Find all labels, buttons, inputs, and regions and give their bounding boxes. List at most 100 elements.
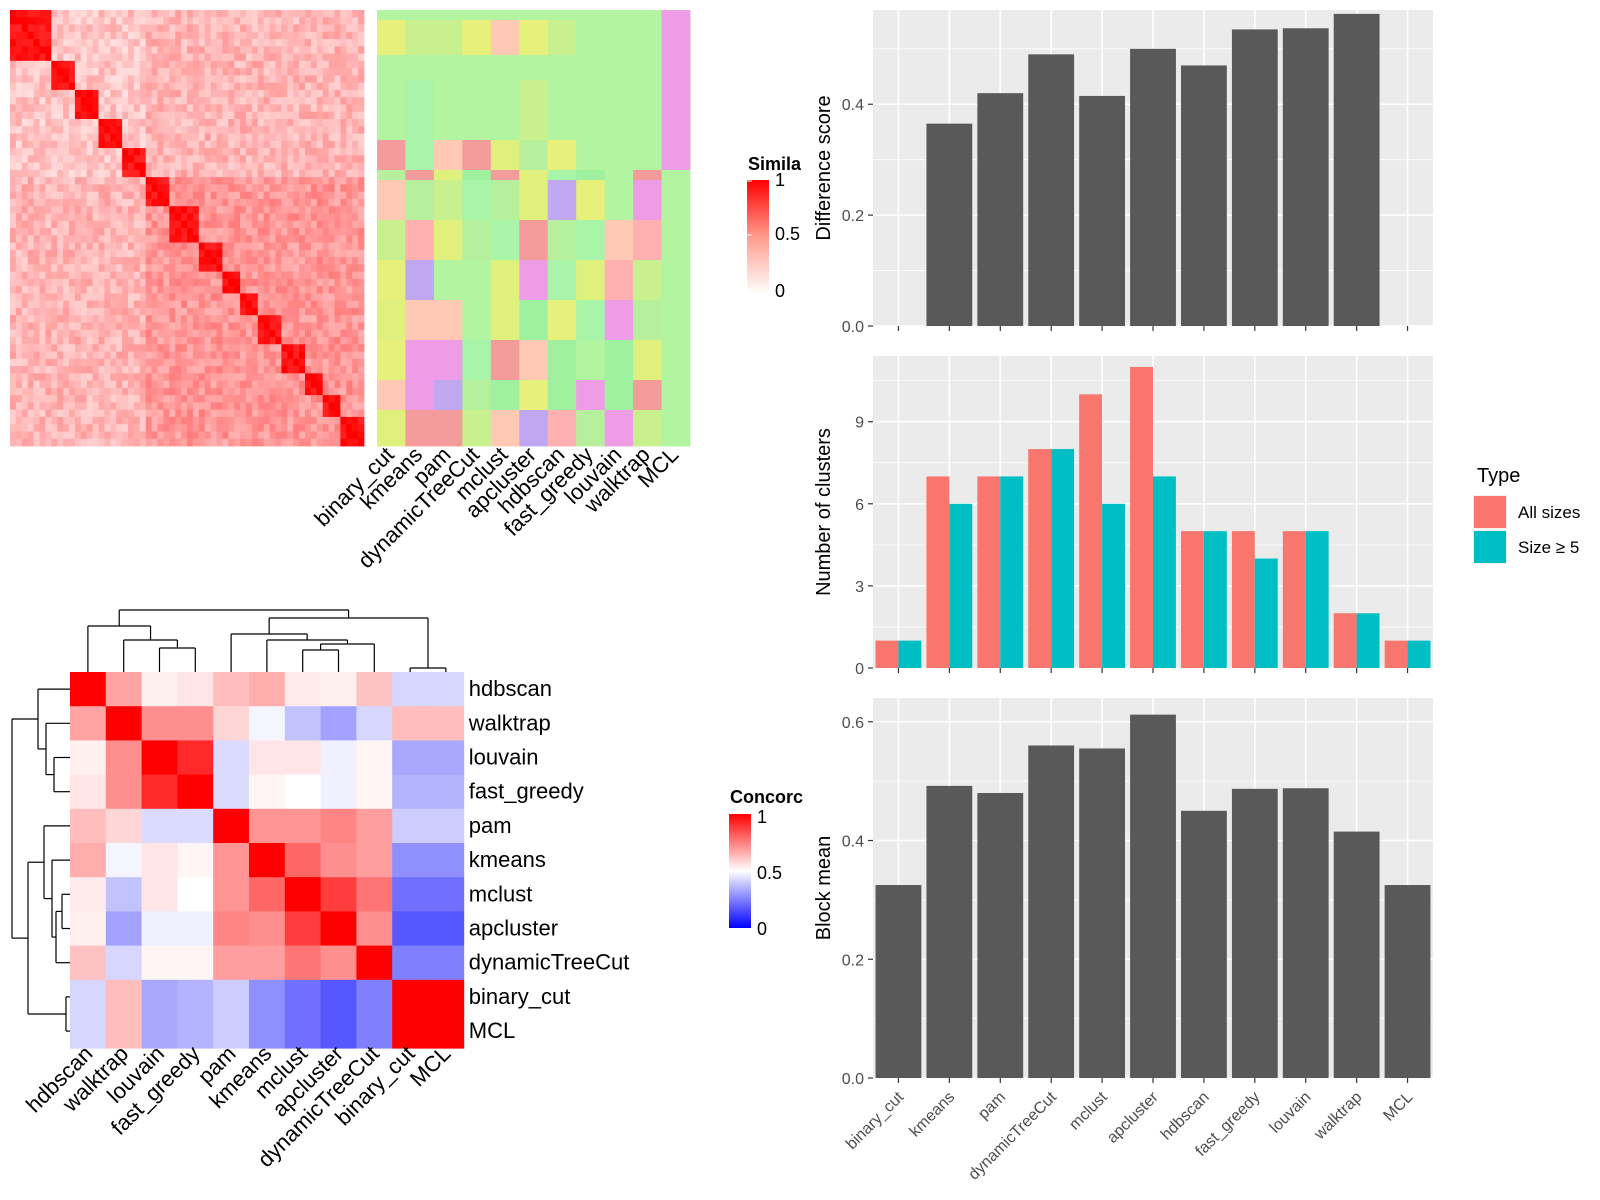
similarity-cell bbox=[39, 366, 46, 374]
similarity-cell bbox=[246, 271, 253, 280]
similarity-cell bbox=[322, 366, 329, 374]
similarity-cell bbox=[299, 126, 306, 134]
similarity-cell bbox=[334, 97, 341, 105]
annotation-cell bbox=[462, 380, 492, 411]
similarity-cell bbox=[15, 213, 23, 222]
similarity-cell bbox=[128, 402, 135, 411]
similarity-cell bbox=[133, 235, 141, 243]
similarity-cell bbox=[169, 53, 176, 62]
similarity-cell bbox=[98, 307, 105, 316]
similarity-cell bbox=[110, 337, 117, 345]
similarity-cell bbox=[251, 257, 259, 265]
similarity-cell bbox=[122, 53, 129, 62]
similarity-cell bbox=[216, 162, 223, 171]
similarity-cell bbox=[246, 53, 253, 62]
similarity-cell bbox=[293, 177, 300, 185]
similarity-cell bbox=[257, 68, 265, 76]
similarity-cell bbox=[128, 10, 135, 18]
similarity-cell bbox=[299, 184, 306, 193]
similarity-cell bbox=[234, 373, 241, 381]
similarity-cell bbox=[181, 220, 188, 229]
annotation-cell bbox=[576, 170, 606, 181]
similarity-cell bbox=[45, 10, 52, 18]
similarity-cell bbox=[92, 315, 99, 323]
similarity-cell bbox=[33, 235, 40, 243]
bar bbox=[1356, 613, 1380, 668]
similarity-cell bbox=[210, 329, 217, 338]
similarity-cell bbox=[340, 140, 347, 149]
similarity-cell bbox=[352, 162, 359, 171]
similarity-cell bbox=[222, 329, 229, 338]
concordance-cell bbox=[105, 877, 142, 912]
similarity-cell bbox=[133, 409, 141, 418]
similarity-cell bbox=[358, 235, 365, 243]
similarity-cell bbox=[133, 278, 141, 287]
similarity-cell bbox=[181, 242, 188, 251]
similarity-cell bbox=[92, 68, 99, 76]
similarity-cell bbox=[299, 322, 306, 331]
bar bbox=[1305, 531, 1329, 668]
similarity-cell bbox=[157, 82, 164, 91]
similarity-cell bbox=[222, 46, 229, 54]
similarity-cell bbox=[328, 409, 335, 418]
similarity-cell bbox=[151, 97, 158, 105]
similarity-cell bbox=[328, 60, 335, 69]
similarity-cell bbox=[74, 39, 82, 47]
similarity-cell bbox=[287, 228, 294, 236]
similarity-cell bbox=[86, 438, 93, 447]
similarity-cell bbox=[216, 31, 223, 40]
similarity-cell bbox=[110, 60, 117, 69]
similarity-cell bbox=[275, 177, 282, 185]
similarity-cell bbox=[63, 213, 70, 222]
similarity-cell bbox=[80, 155, 88, 163]
similarity-cell bbox=[122, 213, 129, 222]
similarity-cell bbox=[110, 329, 117, 338]
similarity-cell bbox=[334, 162, 341, 171]
similarity-cell bbox=[133, 126, 141, 134]
similarity-cell bbox=[69, 184, 76, 193]
similarity-cell bbox=[80, 315, 88, 323]
similarity-cell bbox=[240, 68, 247, 76]
similarity-cell bbox=[246, 198, 253, 207]
similarity-cell bbox=[275, 97, 282, 105]
similarity-cell bbox=[198, 351, 206, 360]
similarity-cell bbox=[234, 206, 241, 214]
similarity-cell bbox=[145, 177, 152, 185]
similarity-cell bbox=[181, 387, 188, 396]
similarity-cell bbox=[15, 351, 23, 360]
similarity-cell bbox=[110, 257, 117, 265]
similarity-cell bbox=[310, 322, 318, 331]
similarity-cell bbox=[157, 53, 164, 62]
similarity-cell bbox=[269, 264, 276, 272]
similarity-cell bbox=[10, 206, 17, 214]
similarity-cell bbox=[92, 220, 99, 229]
similarity-cell bbox=[293, 416, 300, 425]
similarity-cell bbox=[198, 184, 206, 193]
similarity-cell bbox=[204, 89, 211, 98]
similarity-cell bbox=[139, 402, 147, 411]
similarity-cell bbox=[139, 213, 147, 222]
similarity-cell bbox=[10, 198, 17, 207]
similarity-cell bbox=[133, 271, 141, 280]
similarity-cell bbox=[251, 329, 259, 338]
similarity-cell bbox=[45, 177, 52, 185]
similarity-cell bbox=[39, 387, 46, 396]
similarity-cell bbox=[263, 82, 270, 91]
similarity-cell bbox=[216, 148, 223, 156]
concordance-cell bbox=[141, 877, 178, 912]
similarity-cell bbox=[251, 68, 259, 76]
annotation-cell bbox=[462, 130, 492, 141]
similarity-cell bbox=[163, 206, 170, 214]
similarity-cell bbox=[181, 337, 188, 345]
similarity-cell bbox=[21, 286, 29, 294]
similarity-cell bbox=[74, 322, 82, 331]
similarity-cell bbox=[128, 387, 135, 396]
similarity-cell bbox=[175, 264, 182, 272]
similarity-cell bbox=[39, 75, 46, 84]
similarity-cell bbox=[198, 300, 206, 309]
similarity-cell bbox=[98, 416, 105, 425]
similarity-cell bbox=[263, 293, 270, 302]
annotation-cell bbox=[490, 130, 520, 141]
